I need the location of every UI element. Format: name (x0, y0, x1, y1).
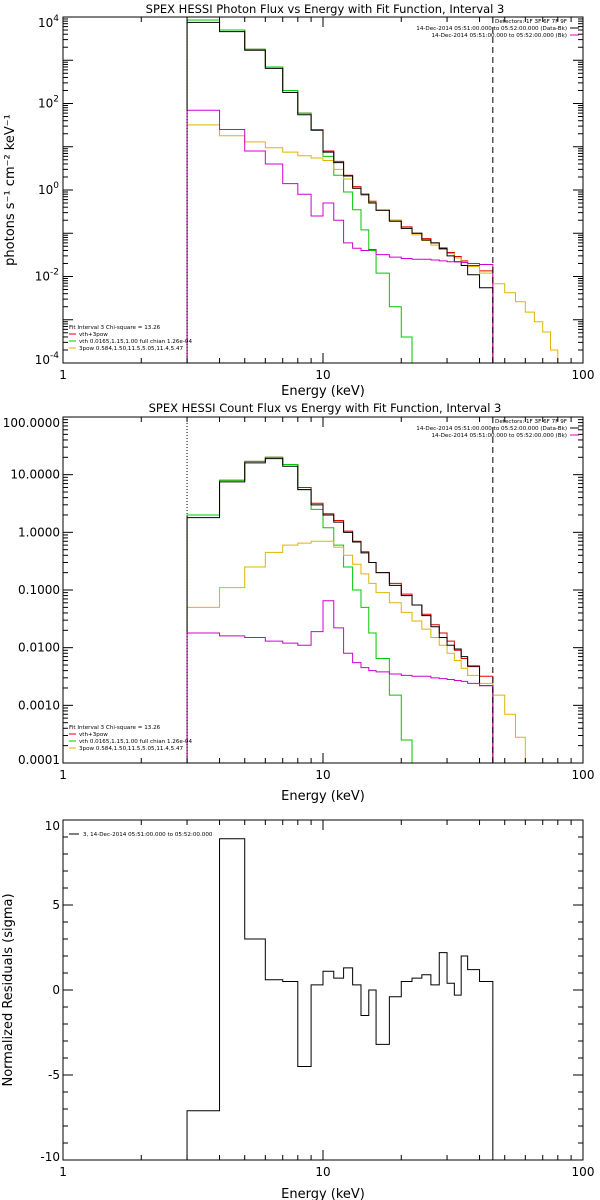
residuals-legend: 3, 14-Dec-2014 05:51:00.000 to 05:52:00.… (69, 832, 213, 838)
photon-vlines (186, 17, 494, 363)
photon-legend-bottom-text: vth+3pow (79, 332, 108, 338)
residuals-x-tick-labels: 1 10 100 (59, 1165, 594, 1179)
count-legend-bottom-text: Fit Interval 3 Chi-square = 13.26 (69, 725, 161, 731)
photon-flux-panel: SPEX HESSI Photon Flux vs Energy with Fi… (3, 2, 594, 399)
residuals-x-axis-label: Energy (keV) (281, 1187, 365, 1200)
count-legend-top-text: 14-Dec-2014 05:51:00.000 to 05:52:00.000… (431, 433, 567, 439)
residuals-series-group (186, 838, 494, 1160)
count-y-tick-label: 0.0001 (18, 753, 60, 767)
count-chart-title: SPEX HESSI Count Flux vs Energy with Fit… (149, 401, 502, 415)
count-y-tick-label: 0.1000 (18, 583, 60, 597)
count-y-tick-labels: 0.0001 0.0010 0.0100 0.1000 1.0000 10.0000 100… (3, 416, 60, 767)
photon-legend-top-text: 14-Dec-2014 05:51:00.000 to 05:52:00.000… (416, 26, 567, 32)
count-x-tick-label: 1 (59, 768, 67, 782)
count-series-vth (186, 456, 413, 763)
residuals-y-tick-label: 5 (52, 898, 60, 912)
photon-x-tick-labels: 1 10 100 (59, 368, 594, 382)
count-legend-top-text: Detectors: 1F 3F 6F 7F 9F (495, 419, 567, 425)
count-ticks (63, 417, 583, 763)
photon-legend-top-text: 14-Dec-2014 05:51:00.000 to 05:52:00.000… (431, 33, 567, 39)
residuals-y-tick-labels: -10 -5 0 5 10 (40, 819, 60, 1164)
residuals-y-tick-label: 10 (45, 819, 60, 833)
residuals-y-axis-label: Normalized Residuals (sigma) (1, 893, 16, 1086)
residuals-plot-area: -10 -5 0 5 10 1 10 100 3, 14-Dec-2014 05:51:00… (40, 819, 594, 1179)
count-x-tick-labels: 1 10 100 (59, 768, 594, 782)
count-legend-top-text: 14-Dec-2014 05:51:00.000 to 05:52:00.000… (416, 426, 567, 432)
photon-y-tick-label: 10-4 (35, 351, 60, 367)
photon-legend-bottom-text: Fit Interval 3 Chi-square = 13.26 (69, 325, 161, 331)
photon-legend-top-text: Detectors: 1F 3F 6F 7F 9F (495, 19, 567, 25)
photon-x-tick-label: 100 (572, 368, 595, 382)
photon-legend-bottom: Fit Interval 3 Chi-square = 13.26vth+3po… (69, 325, 192, 352)
count-series-bk (186, 600, 494, 763)
photon-y-tick-label: 10-2 (35, 268, 59, 284)
count-plot-area: 0.0001 0.0010 0.0100 0.1000 1.0000 10.0000 100… (3, 416, 595, 782)
photon-chart-title: SPEX HESSI Photon Flux vs Energy with Fi… (146, 2, 505, 16)
residuals-panel: -10 -5 0 5 10 1 10 100 3, 14-Dec-2014 05:51:00… (1, 819, 594, 1200)
count-y-tick-label: 100.0000 (3, 416, 60, 430)
photon-series-data-bk (186, 21, 494, 363)
photon-x-axis-label: Energy (keV) (281, 384, 365, 399)
residuals-y-tick-label: -5 (48, 1068, 60, 1082)
residuals-series-residual (186, 838, 494, 1160)
photon-y-tick-label: 102 (38, 95, 59, 111)
photon-series-group (186, 19, 559, 363)
residuals-x-tick-label: 10 (315, 1165, 330, 1179)
residuals-x-tick-label: 100 (572, 1165, 595, 1179)
photon-x-tick-label: 10 (315, 368, 330, 382)
count-vlines (186, 417, 494, 763)
count-legend-bottom: Fit Interval 3 Chi-square = 13.26vth+3po… (69, 725, 192, 752)
count-legend-bottom-text: vth 0.0165,1.15,1.00 full chian 1.26e-04 (79, 739, 192, 745)
photon-y-axis-label: photons s⁻¹ cm⁻² keV⁻¹ (3, 114, 18, 266)
count-series-data-bk (186, 458, 494, 763)
count-flux-panel: SPEX HESSI Count Flux vs Energy with Fit… (3, 401, 595, 804)
count-series-3pow (186, 540, 526, 763)
residuals-x-tick-label: 1 (59, 1165, 67, 1179)
count-series-group (186, 456, 526, 763)
photon-legend-bottom-text: 3pow 0.584,1.50,11.5,5.05,11.4,5.47 (79, 346, 184, 352)
residuals-y-tick-label: -10 (40, 1150, 60, 1164)
count-y-tick-label: 0.0010 (18, 698, 60, 712)
count-legend-bottom-text: 3pow 0.584,1.50,11.5,5.05,11.4,5.47 (79, 746, 184, 752)
residuals-legend-text: 3, 14-Dec-2014 05:51:00.000 to 05:52:00.… (83, 832, 213, 838)
photon-ticks (63, 17, 583, 363)
count-x-tick-label: 100 (572, 768, 595, 782)
count-x-tick-label: 10 (315, 768, 330, 782)
count-x-axis-label: Energy (keV) (281, 789, 365, 804)
photon-plot-area: 10-4 10-2 100 102 104 1 10 100 Detectors: 1F 3… (35, 14, 595, 382)
residuals-ticks (63, 820, 583, 1160)
photon-series-bk (186, 109, 494, 363)
count-y-tick-label: 1.0000 (18, 525, 60, 539)
count-y-tick-label: 10.0000 (10, 468, 60, 482)
count-legend-bottom-text: vth+3pow (79, 732, 108, 738)
photon-y-tick-label: 100 (38, 181, 59, 197)
photon-x-tick-label: 1 (59, 368, 67, 382)
photon-y-tick-label: 104 (38, 14, 59, 30)
count-y-tick-label: 0.0100 (18, 641, 60, 655)
residuals-y-tick-label: 0 (52, 983, 60, 997)
photon-y-tick-labels: 10-4 10-2 100 102 104 (35, 14, 60, 367)
photon-legend-bottom-text: vth 0.0165,1.15,1.00 full chian 1.26e-04 (79, 339, 192, 345)
